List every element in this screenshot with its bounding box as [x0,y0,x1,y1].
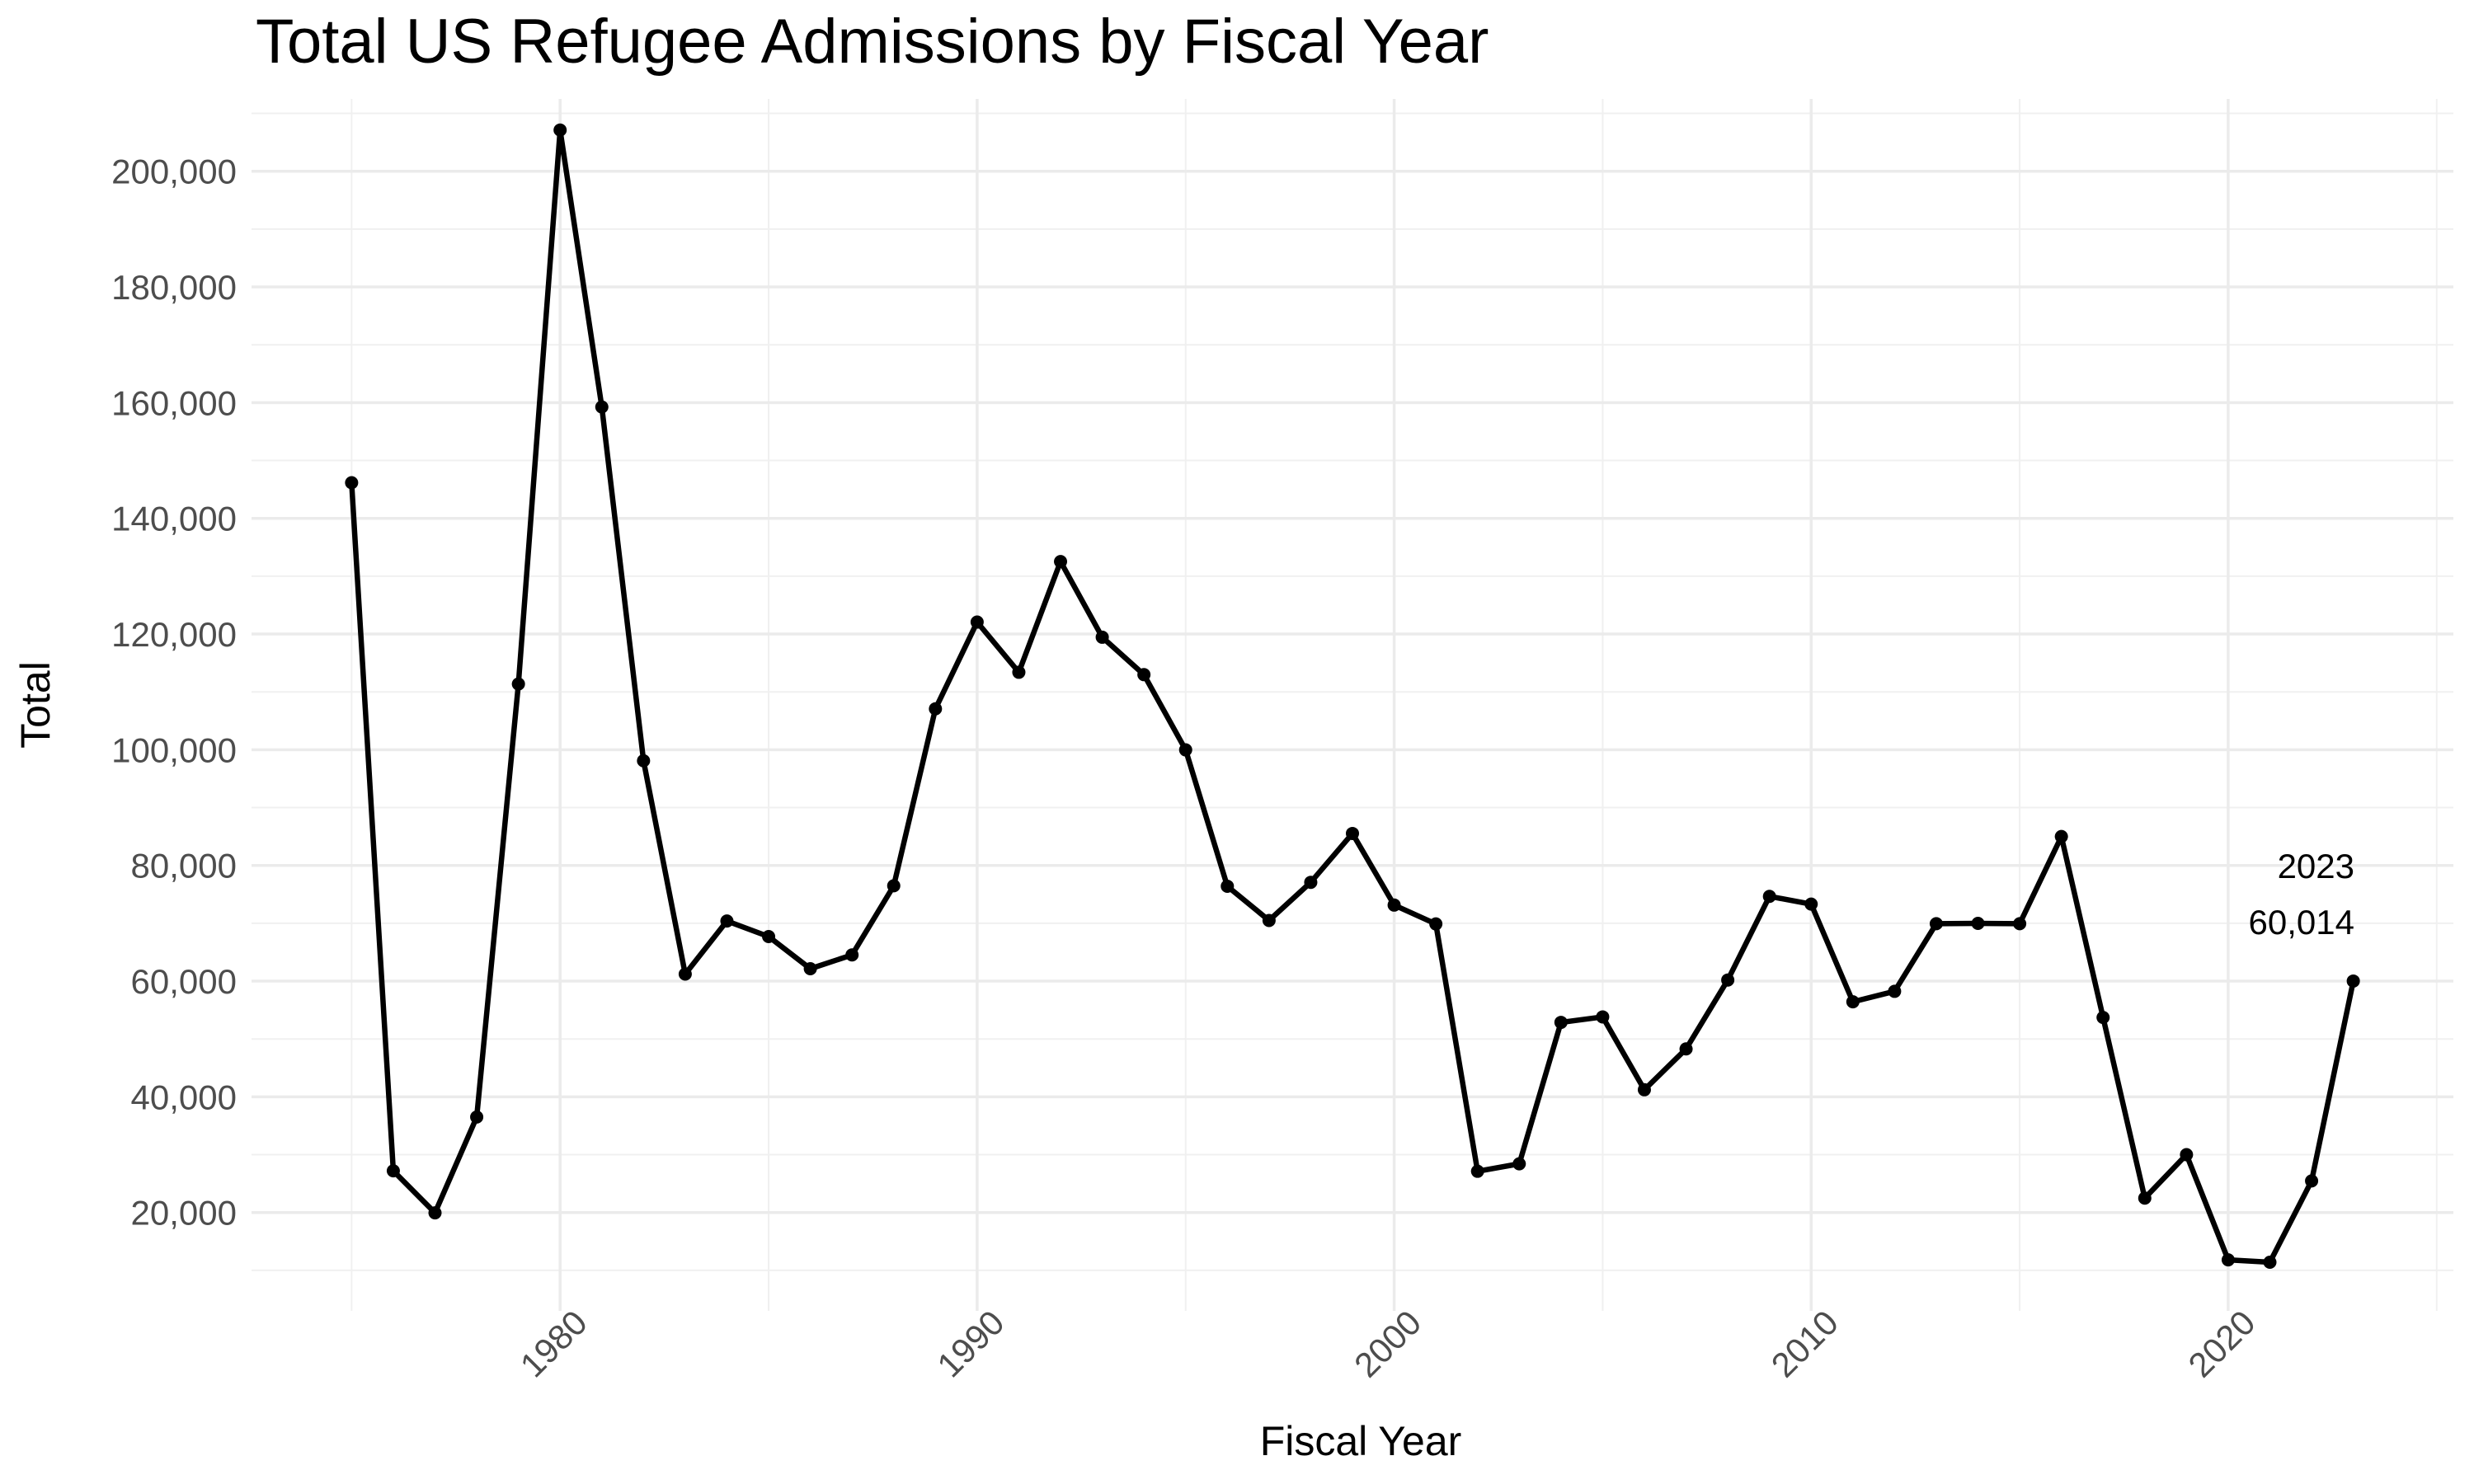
data-point [1637,1082,1651,1097]
y-tick-label: 180,000 [111,268,237,307]
data-point [2013,917,2027,931]
data-point [762,929,776,943]
data-point [1679,1042,1693,1056]
data-point [1429,917,1443,931]
data-point [1221,879,1235,893]
y-tick-label: 20,000 [131,1194,237,1233]
data-point [1387,898,1401,912]
data-point [428,1206,442,1220]
x-axis-ticks: 1980 1990 2000 2010 2020 [513,1303,2263,1384]
y-tick-label: 60,000 [131,962,237,1001]
data-point [1137,668,1151,682]
data-point [1178,743,1192,757]
data-point [1470,1164,1484,1178]
data-point [1846,995,1860,1009]
data-point [386,1164,400,1178]
data-point [595,400,609,414]
y-tick-label: 100,000 [111,730,237,769]
data-point [1971,916,1985,930]
y-tick-label: 80,000 [131,847,237,885]
data-point [2221,1253,2235,1267]
data-point [2096,1011,2110,1025]
x-tick-label: 2010 [1764,1303,1846,1384]
annotation-value: 60,014 [2249,903,2354,942]
data-point [2305,1174,2319,1188]
x-tick-label: 2020 [2180,1303,2262,1384]
data-point [1346,826,1359,840]
data-point [845,948,859,962]
data-point [2346,974,2360,988]
minor-gridlines [252,99,2453,1311]
data-point [1095,630,1109,644]
data-point [929,702,943,716]
series-layer [345,123,2360,1269]
y-tick-label: 120,000 [111,615,237,654]
x-tick-label: 1980 [513,1303,595,1384]
data-point [887,879,901,893]
data-point [1596,1010,1610,1024]
data-point [2054,829,2068,843]
data-point [1804,897,1818,911]
y-tick-label: 160,000 [111,383,237,422]
x-tick-label: 1990 [929,1303,1011,1384]
data-point [678,967,692,981]
data-point [1929,917,1943,931]
major-gridlines [252,99,2453,1311]
data-point [803,961,817,975]
y-tick-label: 140,000 [111,500,237,538]
data-point [511,677,525,691]
x-tick-label: 2000 [1347,1303,1428,1384]
chart-title: Total US Refugee Admissions by Fiscal Ye… [256,7,1489,77]
data-point [2180,1148,2194,1162]
data-point [1512,1157,1526,1171]
annotation-layer: 2023 60,014 [2249,847,2354,942]
data-point [2263,1255,2277,1269]
y-axis-title: Total [12,661,59,749]
annotation-year: 2023 [2278,847,2354,885]
data-point [720,914,734,928]
y-tick-label: 200,000 [111,153,237,191]
data-point [1012,665,1026,679]
data-point [553,123,567,137]
data-point [470,1110,484,1124]
y-tick-label: 40,000 [131,1078,237,1116]
series-line [349,127,2356,1266]
data-point [637,754,651,768]
data-point [1304,876,1318,890]
data-point [1262,913,1276,928]
data-point [1762,890,1776,904]
x-axis-title: Fiscal Year [1260,1418,1462,1464]
data-point [1554,1016,1568,1030]
y-axis-ticks: 20,000 40,000 60,000 80,000 100,000 120,000 14… [111,153,237,1233]
data-point [2138,1191,2152,1205]
data-point [1888,984,1902,998]
data-point [1721,973,1735,987]
data-point [970,615,984,629]
data-point [1054,555,1068,569]
data-point [345,476,359,490]
